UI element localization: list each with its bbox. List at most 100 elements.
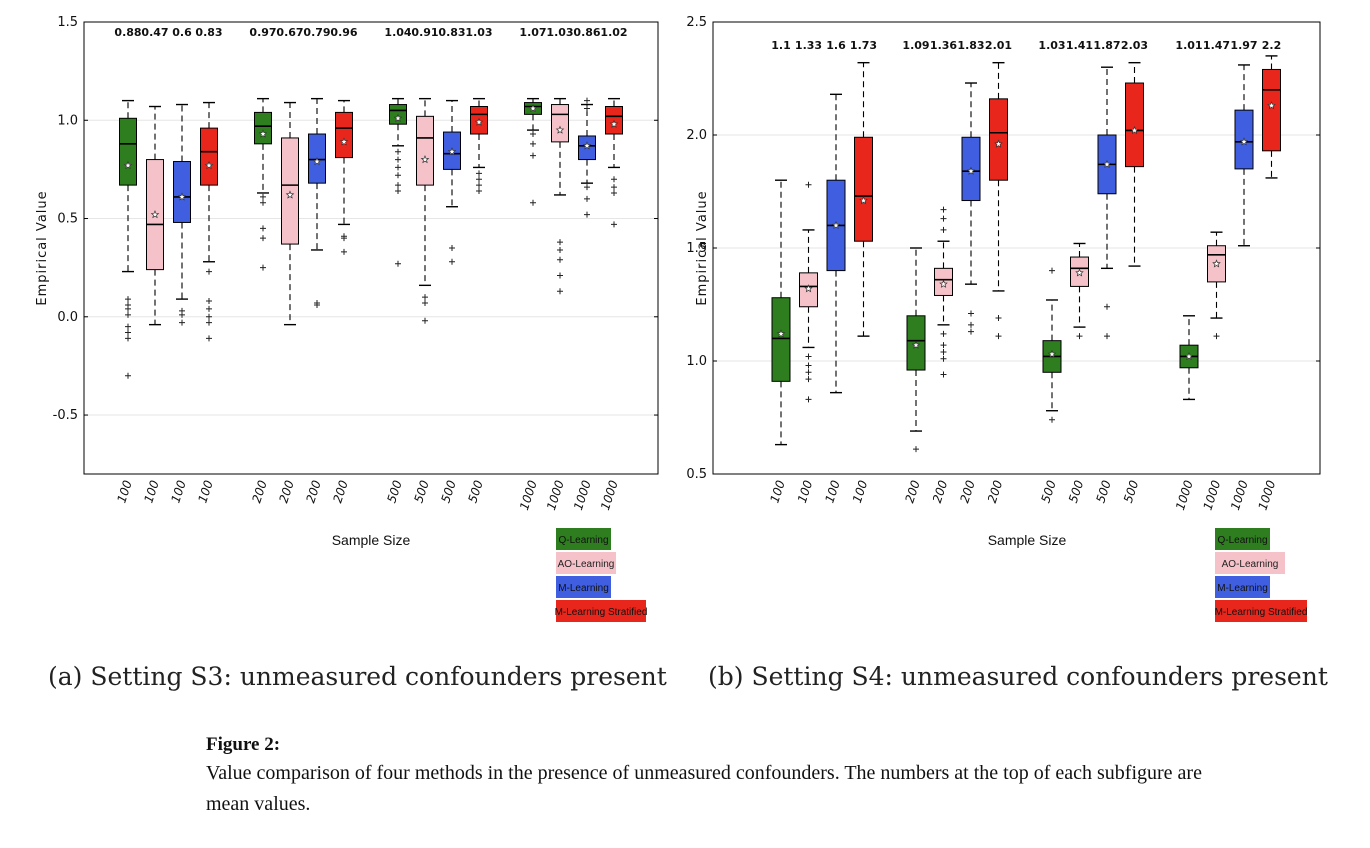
box-iqr bbox=[416, 115, 434, 186]
box-1000-m-learning bbox=[578, 97, 596, 218]
box-iqr bbox=[119, 117, 137, 186]
mean-value-label: 0.6 bbox=[172, 26, 192, 39]
box-100-m-learning bbox=[173, 103, 191, 326]
outlier-marker bbox=[940, 371, 947, 378]
mean-marker bbox=[831, 220, 841, 230]
x-tick-label: 1000 bbox=[571, 478, 594, 512]
box-200-ao-learning bbox=[934, 206, 953, 378]
y-axis-label: Empirical Value bbox=[35, 190, 50, 305]
x-tick-label: 1000 bbox=[1256, 478, 1279, 512]
mean-value-label: 0.88 bbox=[114, 26, 141, 39]
mean-marker bbox=[447, 147, 457, 156]
mean-marker bbox=[994, 139, 1003, 148]
mean-marker bbox=[258, 129, 268, 138]
outlier-marker bbox=[422, 300, 428, 307]
legend: Q-Learning AO-Learning M-Learning M-Learnin… bbox=[1215, 528, 1307, 622]
outlier-marker bbox=[449, 245, 455, 251]
legend-label: Q-Learning bbox=[1217, 535, 1267, 546]
mean-value-label: 1.87 bbox=[1093, 39, 1120, 52]
outlier-marker bbox=[584, 211, 590, 218]
x-tick-label: 1000 bbox=[544, 478, 567, 512]
y-tick-label: 1.5 bbox=[57, 15, 78, 30]
outlier-marker bbox=[530, 152, 536, 159]
mean-value-label: 0.83 bbox=[195, 26, 222, 39]
mean-marker bbox=[1267, 101, 1276, 110]
mean-marker bbox=[1102, 159, 1112, 169]
x-tick-label: 100 bbox=[850, 478, 871, 504]
outlier-marker bbox=[805, 376, 812, 383]
outlier-marker bbox=[940, 206, 947, 213]
box-iqr bbox=[335, 111, 353, 159]
outlier-marker bbox=[940, 215, 947, 222]
panel-b-caption: (b) Setting S4: unmeasured confounders p… bbox=[708, 662, 1328, 691]
outlier-marker bbox=[530, 131, 536, 138]
box-500-m-learning bbox=[443, 99, 461, 265]
outlier-marker bbox=[995, 315, 1002, 322]
box-100-ao-learning bbox=[146, 105, 164, 326]
outlier-marker bbox=[968, 328, 974, 335]
mean-value-label: 1.33 bbox=[795, 39, 822, 52]
panel-a-caption: (a) Setting S3: unmeasured confounders p… bbox=[48, 662, 667, 691]
x-tick-label: 1000 bbox=[517, 478, 540, 512]
mean-marker bbox=[123, 160, 133, 170]
mean-value-label: 0.67 bbox=[276, 26, 303, 39]
x-tick-label: 100 bbox=[141, 478, 162, 504]
outlier-marker bbox=[940, 226, 947, 233]
x-tick-label: 500 bbox=[411, 478, 432, 504]
mean-value-label: 1.83 bbox=[957, 39, 984, 52]
outlier-marker bbox=[940, 342, 947, 349]
outlier-marker bbox=[584, 184, 590, 191]
mean-value-label: 1.6 bbox=[826, 39, 846, 52]
mean-marker bbox=[312, 157, 322, 166]
outlier-marker bbox=[341, 235, 347, 242]
x-tick-label: 200 bbox=[902, 478, 923, 504]
outlier-marker bbox=[260, 235, 266, 242]
x-tick-label: 100 bbox=[795, 478, 816, 504]
mean-value-label: 1.73 bbox=[850, 39, 877, 52]
legend-label: M-Learning bbox=[558, 583, 609, 594]
x-tick-label: 500 bbox=[384, 478, 405, 504]
box-200-m-learning bbox=[961, 82, 981, 335]
x-axis-label: Sample Size bbox=[988, 532, 1067, 548]
x-axis-label: Sample Size bbox=[332, 532, 411, 548]
outlier-marker bbox=[206, 305, 212, 312]
box-1000-m-learning-stratified bbox=[1262, 55, 1281, 179]
outlier-marker bbox=[557, 246, 563, 253]
box-1000-q-learning bbox=[1179, 315, 1199, 401]
box-200-q-learning bbox=[906, 247, 926, 453]
legend-swatch-q-learning bbox=[1215, 528, 1270, 550]
x-tick-label: 500 bbox=[465, 478, 486, 504]
legend-swatch-m-learning-stratified bbox=[556, 600, 646, 622]
box-100-m-learning bbox=[826, 93, 846, 394]
box-500-q-learning bbox=[389, 97, 407, 267]
y-tick-label: 0.0 bbox=[57, 310, 78, 325]
mean-value-label: 1.07 bbox=[519, 26, 546, 39]
figure-caption: Figure 2: Value comparison of four metho… bbox=[206, 732, 1206, 820]
x-tick-label: 1000 bbox=[1228, 478, 1251, 512]
box-200-m-learning bbox=[308, 97, 326, 308]
legend-swatch-ao-learning bbox=[556, 552, 616, 574]
x-tick-label: 1000 bbox=[1173, 478, 1196, 512]
outlier-marker bbox=[206, 268, 212, 275]
outlier-marker bbox=[341, 248, 347, 255]
box-iqr bbox=[551, 104, 569, 143]
x-tick-label: 200 bbox=[276, 478, 297, 504]
box-iqr bbox=[854, 136, 873, 242]
outlier-marker bbox=[557, 288, 563, 295]
outlier-marker bbox=[611, 176, 617, 183]
mean-marker bbox=[177, 192, 187, 201]
mean-marker bbox=[420, 155, 430, 164]
box-200-q-learning bbox=[254, 97, 272, 271]
outlier-marker bbox=[422, 317, 428, 324]
x-tick-label: 500 bbox=[1066, 478, 1087, 504]
mean-value-label: 1.97 bbox=[1230, 39, 1257, 52]
mean-marker bbox=[804, 284, 813, 293]
x-tick-label: 200 bbox=[249, 478, 270, 504]
outlier-marker bbox=[584, 105, 590, 112]
outlier-marker bbox=[395, 260, 401, 267]
outlier-marker bbox=[805, 369, 812, 376]
box-iqr bbox=[254, 111, 272, 145]
x-tick-label: 500 bbox=[438, 478, 459, 504]
outlier-marker bbox=[395, 164, 401, 171]
